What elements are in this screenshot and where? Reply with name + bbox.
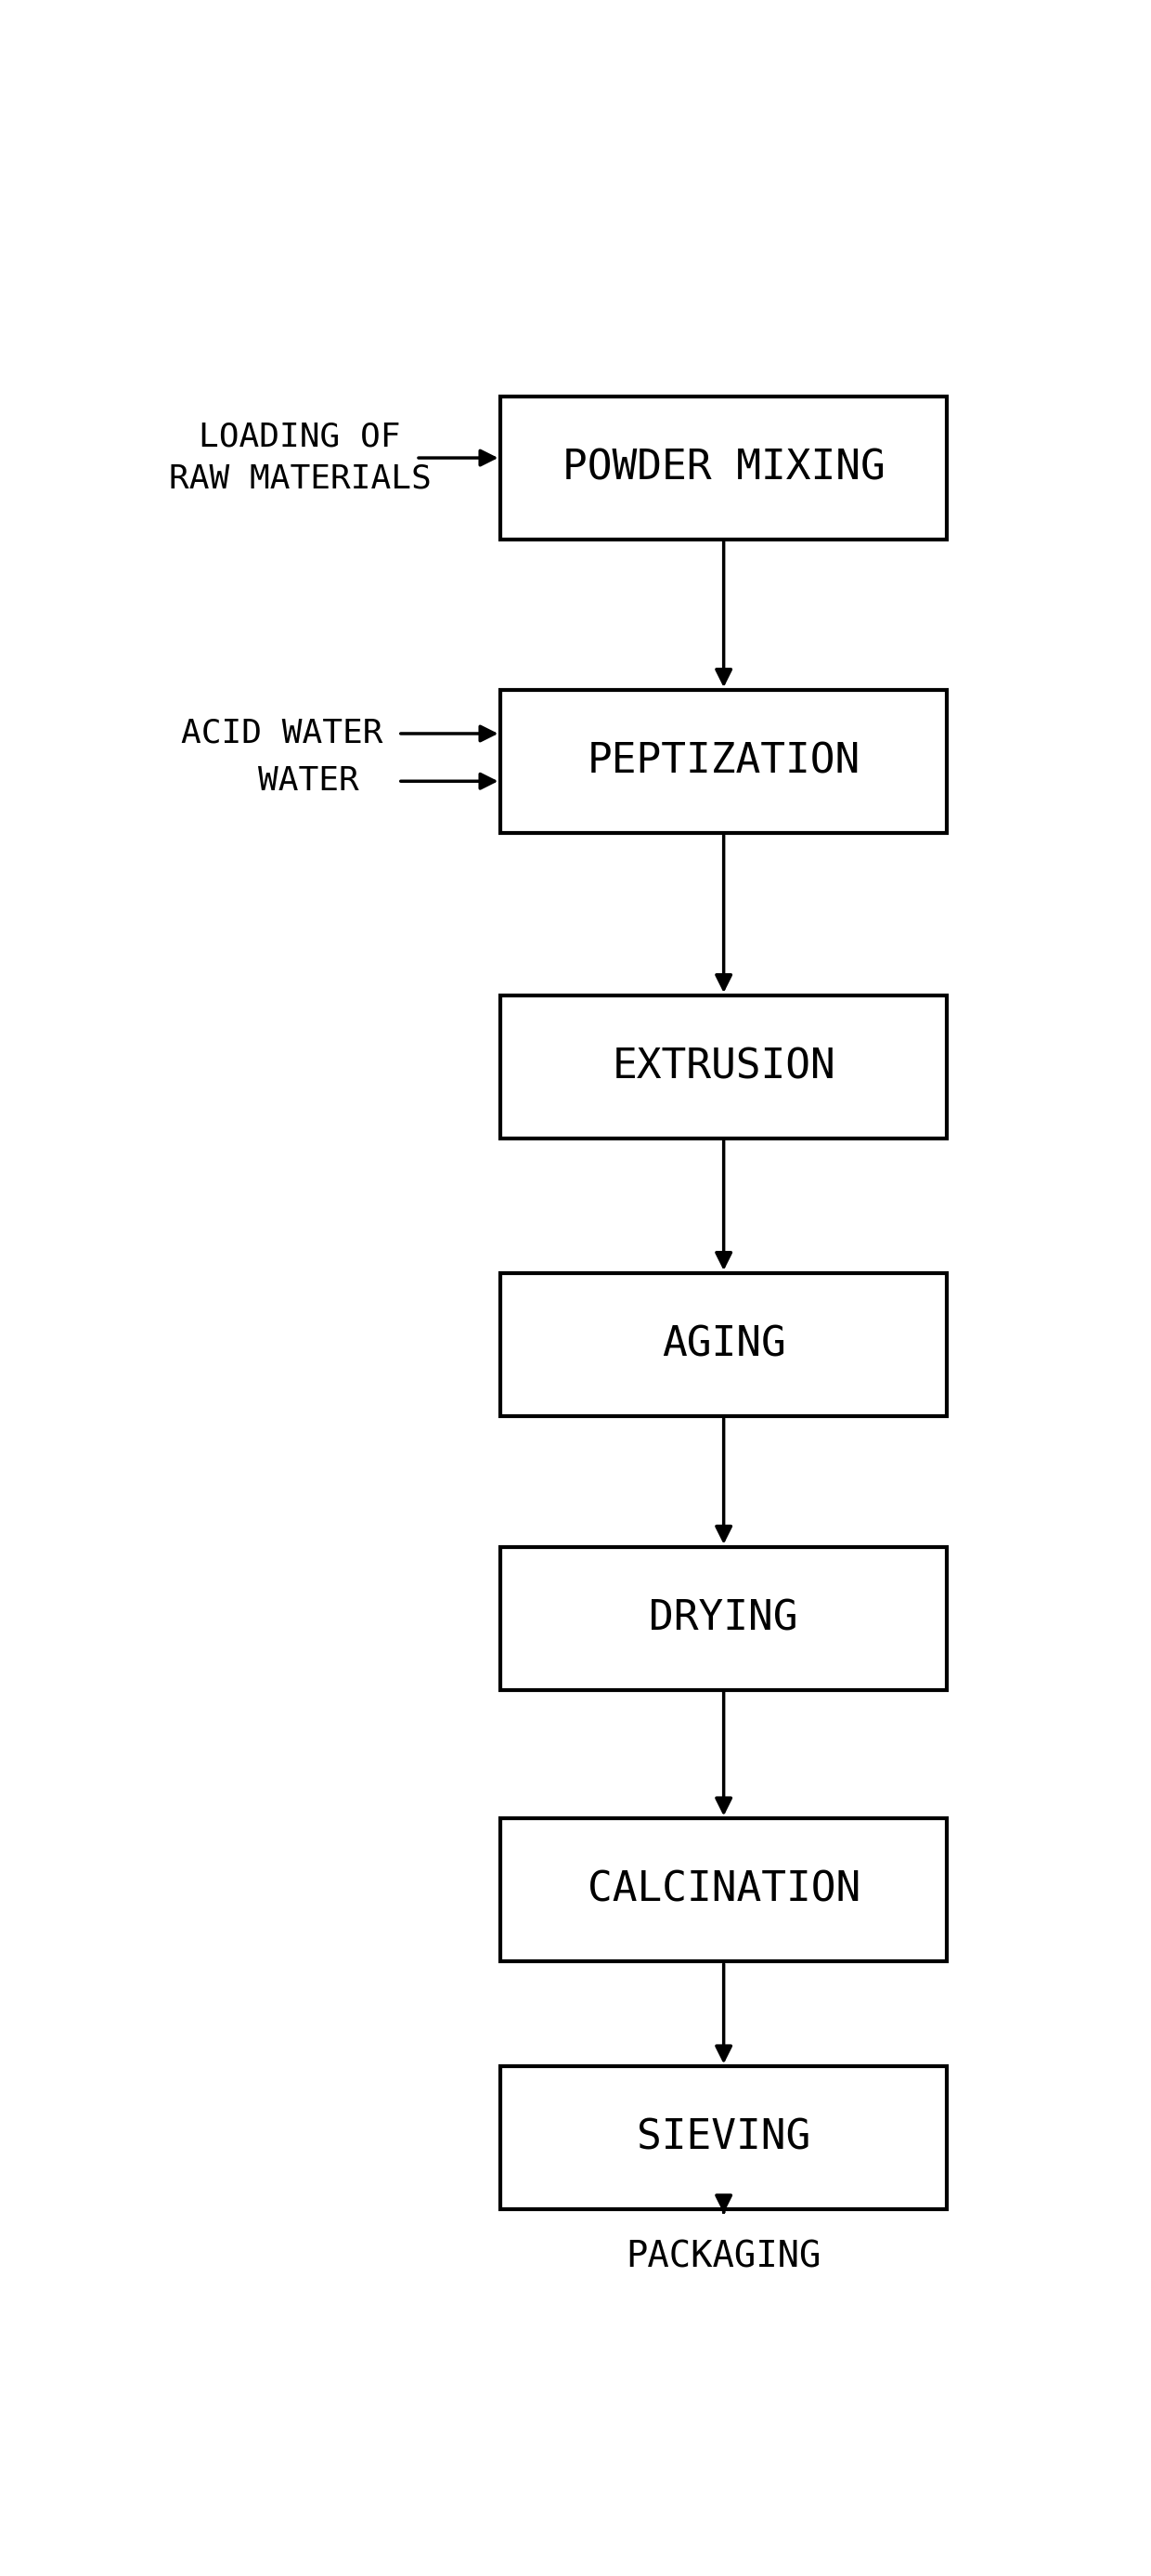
Text: CALCINATION: CALCINATION (587, 1870, 860, 1909)
Text: DRYING: DRYING (649, 1597, 798, 1638)
FancyBboxPatch shape (501, 690, 946, 832)
Text: ACID WATER: ACID WATER (181, 719, 383, 750)
Text: SIEVING: SIEVING (637, 2117, 810, 2159)
Text: EXTRUSION: EXTRUSION (612, 1046, 836, 1087)
FancyBboxPatch shape (501, 1273, 946, 1417)
Text: LOADING OF
RAW MATERIALS: LOADING OF RAW MATERIALS (169, 422, 432, 495)
Text: POWDER MIXING: POWDER MIXING (563, 448, 885, 487)
FancyBboxPatch shape (501, 2066, 946, 2210)
FancyBboxPatch shape (501, 1546, 946, 1690)
Text: AGING: AGING (662, 1324, 786, 1365)
Text: WATER: WATER (259, 765, 359, 796)
FancyBboxPatch shape (501, 994, 946, 1139)
Text: PEPTIZATION: PEPTIZATION (587, 742, 860, 781)
FancyBboxPatch shape (501, 397, 946, 538)
Text: PACKAGING: PACKAGING (626, 2239, 822, 2275)
FancyBboxPatch shape (501, 1819, 946, 1960)
